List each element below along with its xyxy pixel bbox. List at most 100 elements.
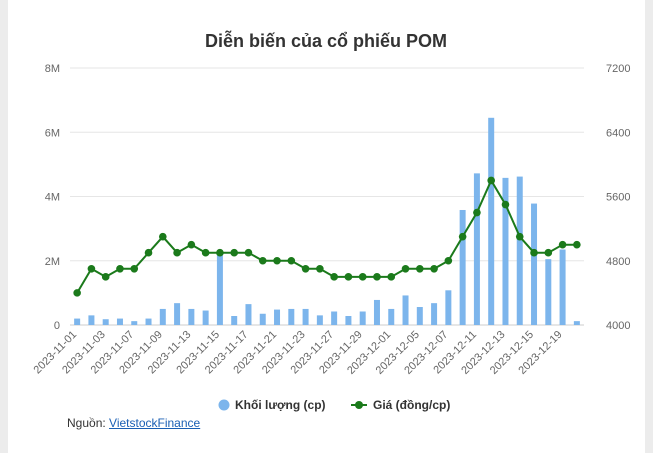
left-tick-label: 8M bbox=[45, 63, 60, 75]
volume-bar[interactable] bbox=[131, 321, 138, 325]
volume-bar[interactable] bbox=[516, 176, 523, 325]
left-axis: 0 2M 4M 6M 8M bbox=[45, 63, 60, 332]
volume-bar[interactable] bbox=[302, 308, 309, 325]
volume-bar[interactable] bbox=[559, 249, 566, 325]
volume-bar[interactable] bbox=[473, 173, 480, 325]
volume-bar[interactable] bbox=[359, 311, 366, 325]
right-tick-label: 4800 bbox=[606, 256, 630, 268]
price-point[interactable] bbox=[301, 264, 310, 273]
right-tick-label: 5600 bbox=[606, 192, 630, 204]
left-tick-label: 2M bbox=[45, 256, 60, 268]
price-point[interactable] bbox=[244, 248, 253, 257]
volume-bar[interactable] bbox=[288, 308, 295, 325]
volume-bar[interactable] bbox=[416, 307, 423, 325]
legend-price-symbol bbox=[355, 401, 363, 409]
left-tick-label: 4M bbox=[45, 192, 60, 204]
right-tick-label: 4000 bbox=[606, 320, 630, 332]
price-point[interactable] bbox=[401, 264, 410, 273]
left-tick-label: 6M bbox=[45, 127, 60, 139]
volume-bar[interactable] bbox=[545, 259, 552, 325]
volume-bar[interactable] bbox=[202, 310, 209, 325]
volume-bar[interactable] bbox=[373, 299, 380, 325]
volume-bar[interactable] bbox=[274, 309, 281, 325]
chart-card: Diễn biến của cổ phiếu POM 0 2M 4M 6M 8M 400… bbox=[8, 0, 645, 453]
source-note: Nguồn: VietstockFinance bbox=[67, 416, 200, 430]
volume-bar[interactable] bbox=[145, 318, 152, 325]
price-point[interactable] bbox=[358, 273, 367, 281]
price-point[interactable] bbox=[159, 232, 167, 241]
volume-bar[interactable] bbox=[259, 313, 266, 325]
x-axis: 2023-11-012023-11-032023-11-072023-11-09… bbox=[32, 329, 565, 377]
price-point[interactable] bbox=[316, 264, 324, 273]
price-point[interactable] bbox=[258, 256, 267, 265]
volume-bars bbox=[74, 117, 580, 325]
price-point[interactable] bbox=[73, 289, 81, 297]
price-point[interactable] bbox=[144, 248, 153, 257]
volume-bar[interactable] bbox=[102, 319, 109, 325]
legend-item-price[interactable]: Giá (đồng/cp) bbox=[351, 398, 450, 412]
volume-bar[interactable] bbox=[245, 304, 252, 325]
price-point[interactable] bbox=[287, 256, 296, 265]
legend-volume-label: Khối lượng (cp) bbox=[235, 398, 326, 412]
volume-bar[interactable] bbox=[402, 295, 409, 325]
volume-bar[interactable] bbox=[488, 117, 495, 325]
stock-chart: Diễn biến của cổ phiếu POM 0 2M 4M 6M 8M 400… bbox=[32, 30, 631, 412]
price-point[interactable] bbox=[130, 264, 139, 273]
volume-bar[interactable] bbox=[531, 203, 538, 325]
source-link[interactable]: VietstockFinance bbox=[109, 416, 201, 430]
legend-item-volume[interactable]: Khối lượng (cp) bbox=[218, 398, 326, 412]
volume-bar[interactable] bbox=[231, 316, 238, 325]
legend-price-label: Giá (đồng/cp) bbox=[373, 398, 450, 412]
grid-lines bbox=[70, 67, 584, 326]
volume-bar[interactable] bbox=[74, 318, 81, 325]
chart-title: Diễn biến của cổ phiếu POM bbox=[205, 30, 447, 51]
price-point[interactable] bbox=[216, 248, 224, 257]
price-line bbox=[73, 176, 581, 297]
price-point[interactable] bbox=[87, 264, 96, 273]
volume-bar[interactable] bbox=[159, 308, 166, 325]
price-point[interactable] bbox=[273, 256, 281, 265]
price-point[interactable] bbox=[515, 232, 524, 241]
volume-bar[interactable] bbox=[502, 177, 509, 325]
price-point[interactable] bbox=[330, 273, 338, 281]
price-point[interactable] bbox=[487, 176, 495, 185]
volume-bar[interactable] bbox=[459, 209, 466, 325]
price-point[interactable] bbox=[444, 256, 453, 265]
volume-bar[interactable] bbox=[388, 308, 395, 325]
source-prefix: Nguồn: bbox=[67, 416, 110, 430]
price-point[interactable] bbox=[387, 273, 396, 281]
volume-bar[interactable] bbox=[445, 290, 452, 325]
price-line-path bbox=[76, 178, 577, 294]
price-point[interactable] bbox=[558, 240, 567, 249]
price-point[interactable] bbox=[473, 208, 481, 217]
volume-bar[interactable] bbox=[573, 321, 580, 325]
right-tick-label: 7200 bbox=[606, 63, 630, 75]
price-point[interactable] bbox=[173, 248, 181, 257]
price-point[interactable] bbox=[430, 264, 438, 273]
price-point[interactable] bbox=[201, 248, 210, 257]
volume-bar[interactable] bbox=[174, 303, 181, 325]
price-point[interactable] bbox=[373, 273, 381, 281]
volume-bar[interactable] bbox=[331, 311, 338, 325]
volume-bar[interactable] bbox=[188, 308, 195, 325]
price-point[interactable] bbox=[416, 264, 424, 273]
price-point[interactable] bbox=[187, 240, 196, 249]
volume-bar[interactable] bbox=[116, 318, 123, 325]
price-point[interactable] bbox=[230, 248, 238, 257]
volume-bar[interactable] bbox=[88, 315, 95, 325]
price-point[interactable] bbox=[116, 264, 124, 273]
right-tick-label: 6400 bbox=[606, 127, 630, 139]
price-point[interactable] bbox=[530, 248, 538, 257]
price-point[interactable] bbox=[573, 240, 581, 249]
volume-bar[interactable] bbox=[345, 316, 352, 325]
legend[interactable]: Khối lượng (cp) Giá (đồng/cp) bbox=[218, 398, 451, 412]
left-tick-label: 0 bbox=[54, 320, 60, 332]
price-point[interactable] bbox=[501, 200, 510, 209]
price-point[interactable] bbox=[458, 232, 467, 241]
volume-bar[interactable] bbox=[431, 303, 438, 325]
volume-bar[interactable] bbox=[216, 254, 223, 325]
price-point[interactable] bbox=[344, 273, 353, 281]
price-point[interactable] bbox=[544, 248, 553, 257]
price-point[interactable] bbox=[101, 273, 110, 281]
volume-bar[interactable] bbox=[316, 315, 323, 325]
